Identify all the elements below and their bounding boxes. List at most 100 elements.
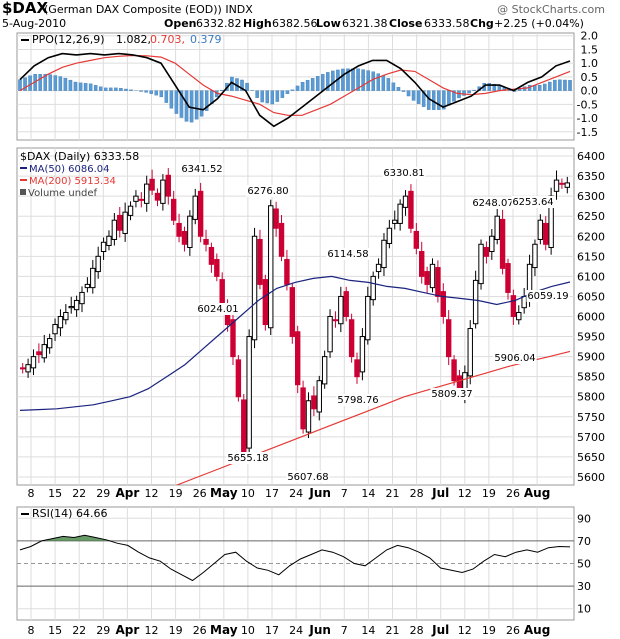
ppo-hist-bar (421, 90, 426, 107)
price-annotation: 5906.04 (494, 353, 535, 364)
ppo-hist-bar (558, 79, 562, 91)
candle-up (111, 219, 118, 240)
candle-up (537, 219, 544, 240)
volume-legend-swatch (20, 189, 26, 195)
ppo-hist-bar (164, 90, 169, 103)
ppo-hist-bar (194, 90, 199, 120)
candle-up (268, 205, 274, 329)
price-annotation: 6059.19 (527, 291, 568, 302)
candle-down (138, 198, 145, 201)
close-value: 6333.58 (424, 17, 470, 30)
candle-up (95, 255, 101, 273)
x-tick-label-mid: 29 (96, 487, 110, 500)
candle-up (79, 291, 85, 305)
price-y-tick: 6300 (577, 190, 605, 203)
ppo-y-tick: 2.0 (581, 30, 599, 43)
ppo-y-tick: 1.5 (581, 43, 599, 56)
x-tick-label-mid: 26 (506, 487, 520, 500)
x-tick-label-mid: May (210, 486, 238, 500)
chg-label: Chg (470, 17, 494, 30)
candle-up (327, 316, 333, 353)
price-y-tick: 6150 (577, 250, 605, 263)
price-y-tick: 5700 (577, 431, 605, 444)
ppo-hist-bar (88, 83, 93, 91)
candle-up (57, 316, 64, 329)
price-annotation: 5607.68 (287, 472, 328, 483)
ppo-hist-bar (305, 80, 310, 91)
candle-down (348, 319, 355, 358)
ppo-hist-bar (290, 89, 295, 91)
ppo-signal-line (19, 54, 571, 116)
ppo-hist-bar (265, 90, 269, 104)
low-value: 6321.38 (342, 17, 388, 30)
price-y-tick: 6000 (577, 311, 605, 324)
candle-up (392, 219, 398, 224)
candle-down (505, 263, 511, 293)
candle-down (424, 271, 430, 285)
candle-up (192, 195, 198, 220)
x-tick-label-mid: 8 (28, 487, 35, 500)
price-annotation: 5809.37 (431, 389, 472, 400)
x-tick-label-mid: 12 (458, 487, 472, 500)
price-y-tick: 5900 (577, 351, 605, 364)
price-annotation: 6330.81 (383, 168, 424, 179)
candle-up (489, 235, 495, 253)
x-tick-label-mid: Jul (431, 486, 449, 500)
x-tick-label-mid: 10 (241, 487, 255, 500)
annotation-bg (526, 290, 570, 302)
ppo-hist-bar (543, 83, 547, 91)
ppo-hist-bar (83, 83, 88, 91)
candle-up (397, 203, 403, 224)
candle-down (230, 319, 236, 358)
candle-up (472, 279, 479, 325)
ppo-hist-bar (472, 89, 476, 91)
candle-up (100, 241, 107, 253)
grid-lines (17, 33, 574, 620)
price-y-tick: 5950 (577, 331, 605, 344)
x-tick-label-mid: 12 (145, 487, 159, 500)
ppo-hist-bar (391, 82, 396, 91)
ppo-hist-bar (416, 90, 421, 104)
candle-up (381, 239, 387, 269)
ppo-hist-bar (563, 79, 567, 91)
x-tick-label-bottom: 26 (506, 624, 520, 637)
ppo-hist-bar (78, 82, 83, 91)
ppo-hist-bar (411, 90, 416, 101)
candle-up (316, 380, 322, 413)
candle-down (19, 367, 26, 370)
ma200-line (175, 350, 571, 485)
ppo-hist-bar (537, 84, 542, 91)
x-tick-label-mid: 22 (72, 487, 86, 500)
ma50-line (19, 275, 571, 411)
candle-down (154, 192, 161, 201)
price-annotation: 5798.76 (337, 395, 378, 406)
candle-up (338, 295, 344, 325)
candle-up (133, 195, 139, 202)
ppo-hist-bar (159, 90, 164, 98)
ppo-hist-bar (174, 90, 179, 114)
ppo-hist-bar (351, 68, 355, 91)
candle-up (365, 295, 371, 341)
ppo-hist-bar (553, 79, 557, 91)
price-annotation: 6341.52 (181, 164, 222, 175)
ppo-hist-bar (93, 85, 98, 91)
ppo-hist-bar (154, 90, 158, 96)
ppo-hist-bar (462, 90, 466, 96)
ppo-hist-bar (326, 72, 330, 91)
x-tick-label-bottom: 12 (458, 624, 472, 637)
ppo-hist-bar (204, 90, 209, 111)
open-value: 6332.82 (196, 17, 242, 30)
price-y-tick: 6400 (577, 150, 605, 163)
candle-up (521, 295, 527, 309)
x-tick-label-bottom: 8 (28, 624, 35, 637)
ppo-hist-bar (280, 90, 285, 98)
ppo-lines (19, 52, 571, 128)
candle-up (144, 183, 150, 204)
candle-up (160, 179, 166, 204)
annotation-bg (493, 352, 537, 364)
candle-down (203, 238, 209, 245)
candle-up (467, 328, 473, 377)
annotation-bg (471, 197, 515, 209)
ppo-hist-bar (457, 90, 461, 99)
